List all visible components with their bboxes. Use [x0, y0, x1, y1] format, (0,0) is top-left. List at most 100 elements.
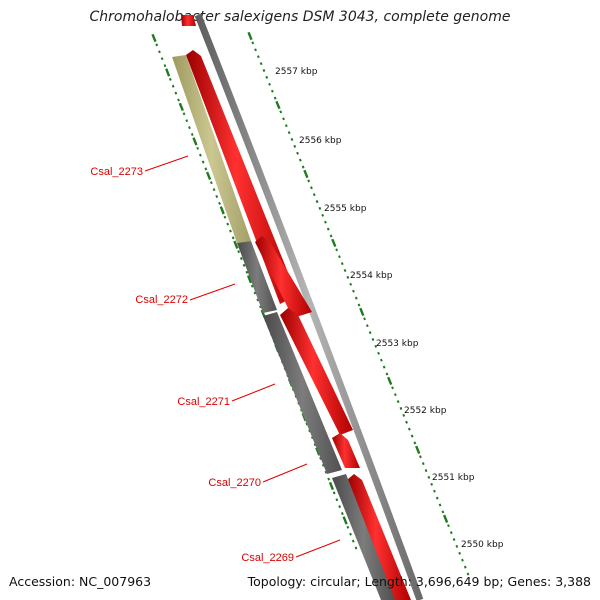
inner-ruler-minor-tick [155, 43, 159, 47]
outer-ruler-minor-tick [421, 462, 425, 466]
outer-ruler-minor-tick [452, 538, 456, 541]
outer-ruler-minor-tick [413, 441, 417, 445]
outer-ruler-minor-tick [346, 275, 350, 279]
outer-ruler-minor-tick [407, 427, 411, 431]
outer-ruler-minor-tick [321, 213, 325, 217]
outer-ruler-minor-tick [301, 165, 305, 169]
inner-ruler-major-tick [246, 275, 253, 284]
outer-ruler-minor-tick [273, 96, 277, 100]
outer-ruler-major-tick [442, 514, 449, 523]
inner-ruler-minor-tick [253, 291, 257, 295]
outer-ruler-minor-tick [270, 89, 274, 93]
inner-ruler-minor-tick [204, 167, 208, 171]
outer-ruler-minor-tick [265, 75, 269, 79]
outer-ruler-minor-tick [293, 144, 297, 148]
cds-feature-4 [280, 308, 353, 435]
cds-feature-2 [186, 50, 297, 304]
inner-ruler-minor-tick [171, 84, 175, 88]
outer-ruler-minor-tick [458, 551, 462, 555]
outer-ruler-minor-tick [427, 475, 431, 479]
inner-ruler-minor-tick [239, 257, 243, 261]
outer-ruler-minor-tick [329, 234, 333, 238]
inner-ruler-minor-tick [256, 298, 260, 302]
inner-ruler-minor-tick [190, 133, 194, 136]
gene-label-csal-2269: Csal_2269 [241, 552, 294, 564]
ruler-label-2554: 2554 kbp [350, 271, 393, 281]
cds-feature-1 [181, 15, 196, 26]
outer-ruler-ticks [247, 31, 470, 576]
gene-label-csal-2270: Csal_2270 [208, 477, 261, 489]
inner-ruler-minor-tick [163, 64, 167, 68]
outer-ruler-minor-tick [374, 344, 378, 348]
outer-ruler-minor-tick [435, 496, 439, 500]
outer-ruler-minor-tick [430, 482, 434, 486]
ruler-label-2550: 2550 kbp [461, 540, 504, 550]
outer-ruler-minor-tick [377, 351, 380, 355]
gene-feature-csal-2271 [263, 312, 342, 474]
inner-ruler-minor-tick [250, 284, 254, 288]
outer-ruler-minor-tick [385, 372, 389, 376]
inner-ruler-minor-tick [226, 222, 230, 226]
outer-ruler-minor-tick [279, 110, 283, 114]
outer-ruler-minor-tick [441, 510, 445, 514]
inner-ruler-minor-tick [185, 119, 189, 123]
outer-ruler-minor-tick [340, 262, 344, 266]
inner-ruler-minor-tick [242, 263, 246, 267]
inner-ruler-minor-tick [324, 470, 328, 474]
outer-ruler-minor-tick [349, 282, 353, 286]
outer-ruler-minor-tick [324, 220, 327, 224]
inner-ruler-minor-tick [177, 98, 180, 102]
inner-ruler-minor-tick [259, 305, 262, 309]
ruler-label-2555: 2555 kbp [324, 204, 367, 214]
leader-csal-2273 [144, 155, 189, 172]
inner-ruler-minor-tick [215, 195, 219, 198]
outer-ruler-major-tick [359, 307, 365, 317]
inner-ruler-minor-tick [313, 443, 317, 447]
inner-ruler-major-tick [328, 481, 335, 491]
outer-ruler-minor-tick [391, 386, 394, 390]
outer-ruler-major-tick [303, 169, 309, 179]
outer-ruler-minor-tick [326, 227, 330, 231]
outer-ruler-minor-tick [335, 248, 339, 252]
gene-label-csal-2271: Csal_2271 [177, 396, 230, 408]
outer-ruler-minor-tick [259, 62, 263, 66]
ruler-labels: 2557 kbp 2556 kbp 2555 kbp 2554 kbp 2553… [275, 67, 504, 550]
genome-backbone [194, 13, 424, 600]
outer-ruler-minor-tick [338, 255, 341, 259]
outer-ruler-minor-tick [318, 206, 322, 210]
inner-ruler-minor-tick [245, 270, 249, 274]
inner-ruler-minor-tick [218, 201, 221, 205]
inner-ruler-minor-tick [168, 77, 172, 81]
outer-ruler-major-tick [415, 445, 421, 455]
inner-ruler-minor-tick [182, 112, 186, 116]
inner-ruler-minor-tick [174, 91, 178, 95]
outer-ruler-minor-tick [447, 524, 450, 528]
cds-feature-5 [332, 433, 360, 468]
gene-label-csal-2273: Csal_2273 [90, 166, 143, 178]
inner-ruler-major-tick [233, 240, 239, 249]
leader-csal-2271 [231, 383, 276, 402]
cds-feature-3 [255, 236, 312, 318]
inner-ruler-minor-tick [340, 512, 344, 516]
gene-track [172, 55, 395, 600]
outer-ruler-minor-tick [343, 269, 347, 272]
outer-ruler-minor-tick [405, 420, 408, 424]
genome-summary-text: Topology: circular; Length: 3,696,649 bp… [247, 574, 591, 589]
outer-ruler-minor-tick [461, 558, 464, 562]
inner-ruler-minor-tick [237, 250, 241, 254]
ruler-label-2556: 2556 kbp [299, 136, 342, 146]
inner-ruler-minor-tick [196, 146, 200, 150]
outer-ruler-minor-tick [296, 151, 299, 155]
outer-ruler-minor-tick [352, 289, 355, 293]
outer-ruler-minor-tick [402, 413, 406, 417]
inner-ruler-minor-tick [338, 505, 342, 509]
inner-ruler-minor-tick [201, 160, 205, 164]
accession-text: Accession: NC_007963 [9, 574, 152, 589]
outer-ruler-minor-tick [357, 303, 361, 307]
inner-ruler-ticks [151, 33, 358, 550]
outer-ruler-minor-tick [433, 489, 436, 493]
gene-labels: Csal_2273 Csal_2272 Csal_2271 Csal_2270 … [90, 166, 294, 564]
inner-ruler-major-tick [219, 206, 225, 215]
inner-ruler-minor-tick [209, 181, 213, 185]
